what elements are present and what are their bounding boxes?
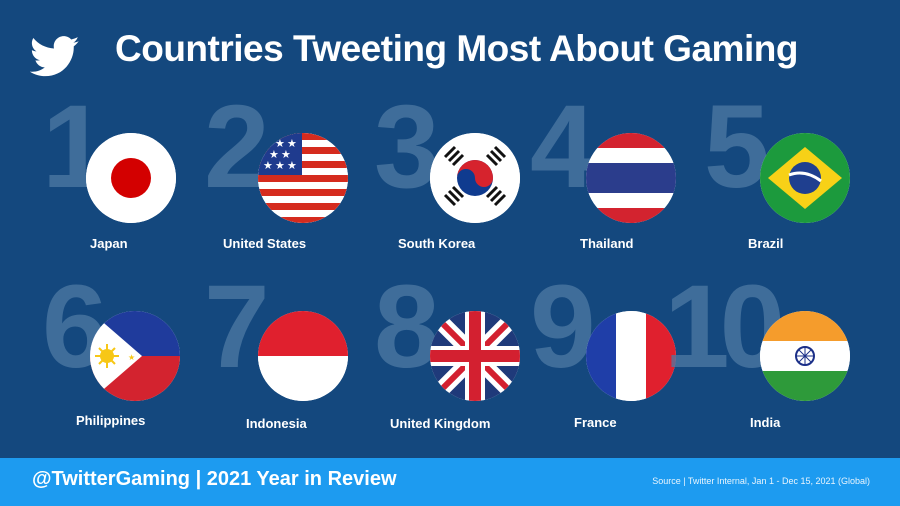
brazil-flag-icon	[760, 133, 850, 223]
footer-handle: @TwitterGaming | 2021 Year in Review	[32, 468, 397, 490]
country-label: India	[750, 415, 781, 430]
japan-flag-icon	[86, 133, 176, 223]
france-flag-icon	[586, 311, 676, 401]
svg-text:★: ★	[128, 353, 135, 362]
philippines-flag-icon: ★ ★ ★	[90, 311, 180, 401]
country-label: United States	[223, 236, 307, 251]
country-label: Thailand	[580, 236, 634, 251]
svg-text:★: ★	[287, 137, 297, 150]
india-flag-icon	[760, 311, 850, 401]
svg-text:★: ★	[263, 159, 273, 172]
rank-number: 8	[374, 261, 440, 393]
rank-number: 6	[42, 261, 108, 393]
rank-number: 9	[530, 261, 596, 393]
page-title: Countries Tweeting Most About Gaming	[115, 28, 798, 69]
svg-text:★: ★	[287, 159, 297, 172]
svg-text:★: ★	[275, 137, 285, 150]
source-note: Source | Twitter Internal, Jan 1 - Dec 1…	[652, 476, 870, 486]
rank-number: 7	[204, 261, 270, 393]
rank-number: 3	[374, 81, 440, 213]
south-korea-flag-icon	[430, 133, 520, 223]
country-label: Japan	[90, 236, 128, 251]
twitter-bird-icon	[30, 36, 80, 77]
united-kingdom-flag-icon	[430, 311, 520, 401]
country-label: South Korea	[398, 236, 476, 251]
country-label: Indonesia	[246, 416, 307, 431]
rank-number: 4	[530, 81, 596, 213]
country-label: Brazil	[748, 236, 784, 251]
country-label: France	[574, 415, 617, 430]
united-states-flag-icon: ★ ★ ★ ★ ★ ★ ★ ★	[258, 133, 348, 223]
svg-text:★: ★	[275, 159, 285, 172]
rank-number: 5	[704, 81, 770, 213]
rank-number: 2	[204, 81, 270, 213]
country-label: United Kingdom	[390, 416, 491, 431]
svg-text:★: ★	[281, 148, 291, 161]
indonesia-flag-icon	[258, 311, 348, 401]
svg-text:★: ★	[269, 148, 279, 161]
rank-number: 10	[664, 261, 785, 393]
footer-bar: @TwitterGaming | 2021 Year in Review Sou…	[0, 458, 900, 506]
thailand-flag-icon	[586, 133, 676, 223]
country-label: Philippines	[76, 413, 146, 428]
